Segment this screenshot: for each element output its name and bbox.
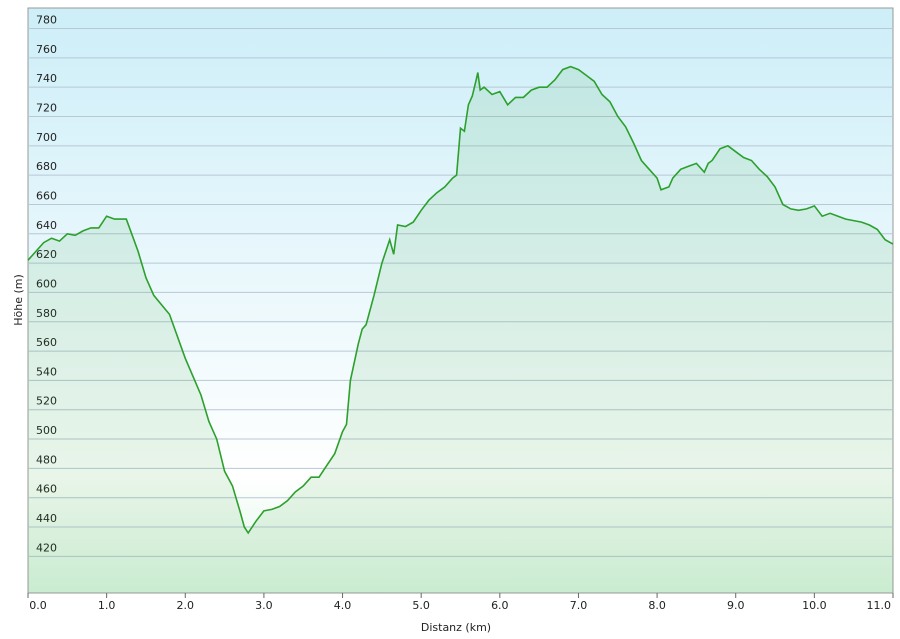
y-tick-label: 580 xyxy=(36,307,57,320)
y-tick-label: 680 xyxy=(36,160,57,173)
x-tick-label: 11.0 xyxy=(867,599,892,612)
x-tick-label: 7.0 xyxy=(570,599,588,612)
y-tick-label: 520 xyxy=(36,395,57,408)
x-tick-label: 2.0 xyxy=(177,599,195,612)
x-tick-label: 10.0 xyxy=(802,599,827,612)
y-tick-label: 420 xyxy=(36,541,57,554)
x-axis-label: Distanz (km) xyxy=(421,621,491,634)
y-tick-label: 660 xyxy=(36,189,57,202)
y-tick-label: 600 xyxy=(36,277,57,290)
elevation-line xyxy=(27,65,894,535)
y-tick-label: 780 xyxy=(36,14,57,27)
x-tick-label: 6.0 xyxy=(491,599,509,612)
y-tick-label: 500 xyxy=(36,424,57,437)
y-tick-label: 460 xyxy=(36,483,57,496)
x-tick-label: 5.0 xyxy=(412,599,430,612)
y-tick-label: 640 xyxy=(36,219,57,232)
x-tick-label: 8.0 xyxy=(648,599,666,612)
x-tick-label: 0.0 xyxy=(29,599,47,612)
y-axis-label: Höhe (m) xyxy=(12,274,25,326)
area-fill xyxy=(28,66,893,594)
y-tick-label: 440 xyxy=(36,512,57,525)
x-tick-label: 4.0 xyxy=(334,599,352,612)
y-tick-label: 760 xyxy=(36,43,57,56)
y-tick-label: 740 xyxy=(36,72,57,85)
y-tick-label: 560 xyxy=(36,336,57,349)
y-tick-label: 700 xyxy=(36,131,57,144)
y-tick-label: 720 xyxy=(36,101,57,114)
y-tick-label: 620 xyxy=(36,248,57,261)
x-tick-label: 3.0 xyxy=(255,599,273,612)
x-tick-label: 9.0 xyxy=(727,599,745,612)
plot-area xyxy=(27,7,894,594)
x-tick-label: 1.0 xyxy=(98,599,116,612)
y-tick-label: 540 xyxy=(36,365,57,378)
y-tick-label: 480 xyxy=(36,453,57,466)
